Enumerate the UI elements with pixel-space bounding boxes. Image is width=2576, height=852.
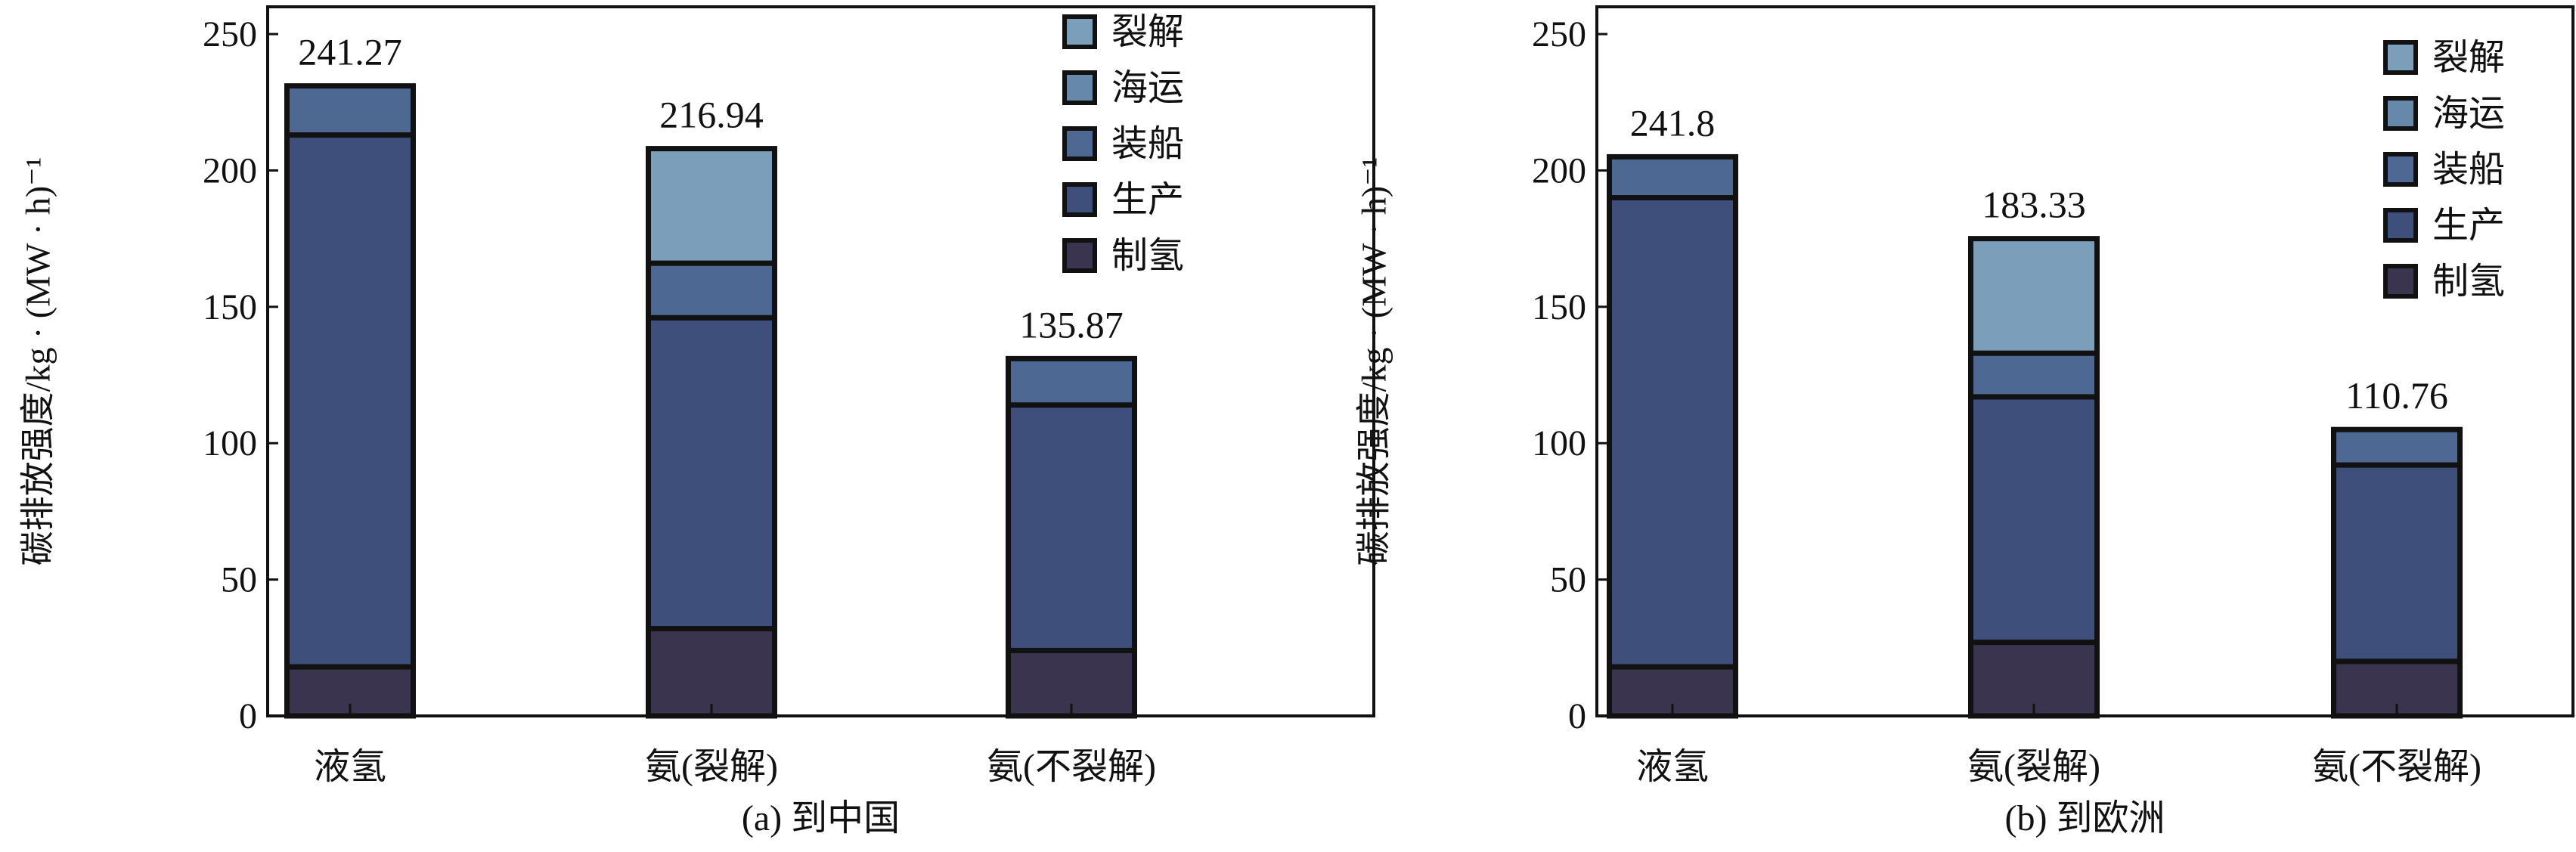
x-tick-label: 氨(不裂解) [2312,747,2481,787]
total-label: 110.76 [2345,374,2448,417]
legend-swatch-装船 [2383,152,2418,187]
panel-subtitle: (a) 到中国 [742,798,900,838]
total-label: 241.8 [1630,101,1716,144]
bar-segment-装船 [646,260,777,321]
legend-label: 生产 [1111,180,1184,220]
bar-segment-装船 [1968,350,2100,400]
y-tick-label: 150 [203,287,257,327]
legend-swatch-生产 [1062,182,1097,217]
y-tick-label: 200 [1532,150,1586,191]
legend-label: 裂解 [2432,38,2505,78]
legend-label: 生产 [2432,206,2505,246]
legend-swatch-裂解 [1062,14,1097,49]
y-axis-label: 碳排放强度/kg · (MW · h)⁻¹ [1355,157,1393,566]
bar-segment-装船 [1607,153,1738,201]
x-tick-label: 氨(裂解) [645,747,778,787]
x-tick-label: 氨(不裂解) [987,747,1156,787]
bar-segment-生产 [1006,402,1137,653]
legend-swatch-装船 [1062,126,1097,161]
bar-segment-装船 [284,83,416,138]
total-label: 241.27 [298,31,402,73]
bar-segment-裂解 [1968,236,2100,356]
legend-swatch-海运 [2383,96,2418,131]
total-label: 183.33 [1982,184,2086,226]
legend-swatch-海运 [1062,70,1097,105]
y-tick-label: 50 [221,560,257,600]
legend-label: 制氢 [2432,262,2505,302]
legend-swatch-制氢 [2383,264,2418,299]
bar-segment-生产 [284,132,416,670]
bar-segment-生产 [1968,394,2100,646]
y-axis-label: 碳排放强度/kg · (MW · h)⁻¹ [19,157,57,566]
bar-segment-制氢 [646,626,777,719]
bar-segment-制氢 [1968,640,2100,719]
y-tick-label: 200 [203,150,257,191]
total-label: 135.87 [1019,303,1124,345]
y-tick-label: 100 [203,423,257,463]
legend-label: 海运 [1111,68,1184,108]
legend-label: 制氢 [1111,236,1184,276]
y-tick-label: 150 [1532,287,1586,327]
legend-label: 裂解 [1111,12,1184,52]
panel-subtitle: (b) 到欧洲 [2005,798,2165,838]
plot-frame [266,5,1375,717]
chart-panel-b: 0 50 100 150 200 250 碳排放强度/kg · (MW · h)⁻¹ 241.… [1355,5,2574,838]
y-tick-label: 250 [203,14,257,54]
x-tick-label: 液氢 [1636,747,1709,787]
y-tick-label: 100 [1532,423,1586,463]
chart-panel-a: 0 50 100 150 200 250 碳排放强度/kg · (MW · h)⁻¹ 241.… [19,5,1375,838]
bar-segment-装船 [1006,355,1137,408]
bar-segment-生产 [2331,462,2463,665]
legend-label: 装船 [2432,150,2505,190]
legend-swatch-制氢 [1062,238,1097,273]
bar-segment-生产 [646,314,777,632]
bar-segment-装船 [2331,426,2463,468]
y-tick-label: 50 [1550,560,1586,600]
legend-swatch-生产 [2383,208,2418,243]
legend-label: 装船 [1111,124,1184,164]
y-tick-label: 0 [1568,696,1586,736]
y-tick-label: 250 [1532,14,1586,54]
bar-segment-生产 [1607,195,1738,670]
bar-segment-裂解 [646,146,777,266]
legend-swatch-裂解 [2383,40,2418,75]
y-tick-label: 0 [239,696,257,736]
total-label: 216.94 [659,94,764,136]
x-tick-label: 液氢 [314,747,386,787]
legend-label: 海运 [2432,94,2505,134]
x-tick-label: 氨(裂解) [1967,747,2100,787]
